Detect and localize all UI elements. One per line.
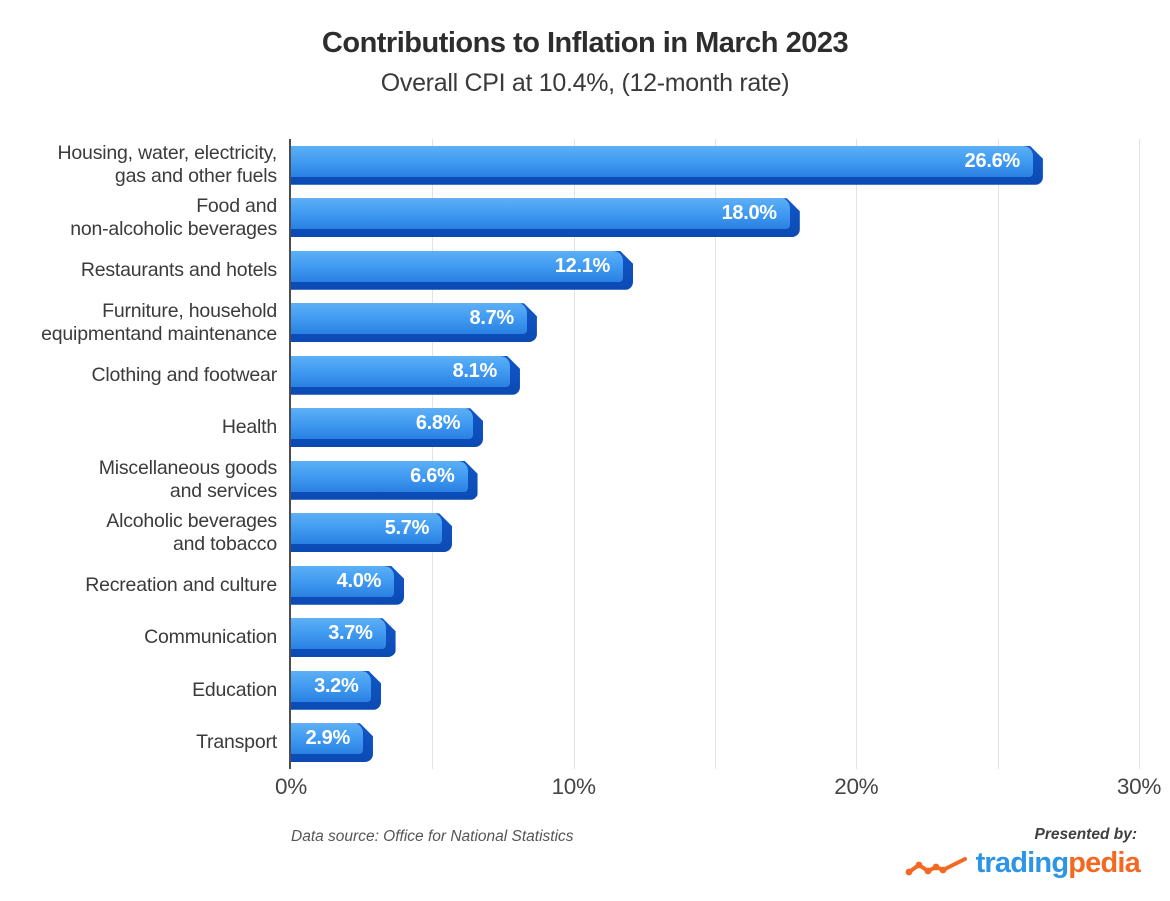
bar-value-label: 3.2% bbox=[314, 674, 359, 697]
bar: 6.8% bbox=[291, 408, 483, 447]
category-label: Housing, water, electricity, gas and oth… bbox=[57, 142, 278, 188]
bar-track: 2.9% bbox=[291, 723, 1139, 762]
bar-face: 3.2% bbox=[291, 671, 371, 702]
bar-track: 5.7% bbox=[291, 513, 1139, 552]
bar: 8.1% bbox=[291, 356, 520, 395]
chart-row: Alcoholic beverages and tobacco 5.7% bbox=[0, 507, 1139, 560]
bar-track: 6.8% bbox=[291, 408, 1139, 447]
chart-row: Health 6.8% bbox=[0, 402, 1139, 455]
category-label: Communication bbox=[144, 626, 277, 649]
presented-by-label: Presented by: bbox=[1034, 826, 1137, 843]
bar: 3.2% bbox=[291, 671, 381, 710]
bar-value-label: 6.8% bbox=[415, 412, 461, 435]
category-label: Transport bbox=[196, 731, 277, 754]
bar-track: 18.0% bbox=[291, 198, 1139, 237]
logo-text-trading: trading bbox=[975, 846, 1069, 879]
bar-face: 18.0% bbox=[291, 198, 790, 229]
bar-face: 4.0% bbox=[291, 566, 394, 597]
category-label: Education bbox=[192, 678, 277, 701]
plot-grid bbox=[289, 139, 1140, 769]
bar-track: 4.0% bbox=[291, 566, 1139, 605]
x-tick-label: 30% bbox=[1116, 774, 1162, 799]
chart-row: Clothing and footwear 8.1% bbox=[0, 349, 1139, 402]
chart-row: Housing, water, electricity, gas and oth… bbox=[0, 139, 1139, 192]
bar-track: 6.6% bbox=[291, 461, 1139, 500]
bar-track: 12.1% bbox=[291, 251, 1139, 290]
chart-title: Contributions to Inflation in March 2023 bbox=[321, 27, 849, 59]
tradingpedia-logo: tradingpedia bbox=[905, 845, 1141, 881]
bar-value-label: 12.1% bbox=[554, 254, 611, 277]
bar: 2.9% bbox=[291, 723, 373, 762]
bar: 4.0% bbox=[291, 566, 404, 605]
bar-track: 8.7% bbox=[291, 303, 1139, 342]
data-source-note: Data source: Office for National Statist… bbox=[291, 828, 574, 845]
bar-value-label: 5.7% bbox=[384, 517, 430, 540]
bar: 5.7% bbox=[291, 513, 452, 552]
category-label: Health bbox=[221, 416, 277, 439]
chart-subtitle: Overall CPI at 10.4%, (12-month rate) bbox=[380, 69, 790, 97]
bar: 8.7% bbox=[291, 303, 537, 342]
bar-face: 26.6% bbox=[291, 146, 1033, 177]
bar-face: 8.1% bbox=[291, 356, 510, 387]
y-axis-line bbox=[289, 139, 291, 769]
category-label: Miscellaneous goods and services bbox=[98, 457, 278, 503]
gridline-20pct bbox=[856, 139, 858, 769]
gridline-10pct bbox=[573, 139, 575, 769]
bar-value-label: 18.0% bbox=[721, 202, 777, 225]
bar-value-label: 8.7% bbox=[469, 307, 514, 330]
bar-track: 3.7% bbox=[291, 618, 1139, 657]
bar-face: 6.6% bbox=[291, 461, 468, 492]
chart-row: Transport 2.9% bbox=[0, 717, 1139, 770]
logo-wordmark: tradingpedia bbox=[975, 846, 1141, 880]
chart-row: Recreation and culture 4.0% bbox=[0, 559, 1139, 612]
bar-value-label: 26.6% bbox=[964, 149, 1020, 172]
x-tick-label: 0% bbox=[275, 774, 307, 799]
category-label: Food and non-alcoholic beverages bbox=[70, 194, 277, 240]
bar-face: 6.8% bbox=[291, 408, 473, 439]
chart-row: Food and non-alcoholic beverages 18.0% bbox=[0, 192, 1139, 245]
gridline-30pct bbox=[1139, 139, 1140, 769]
category-label: Restaurants and hotels bbox=[80, 258, 277, 281]
chart-row: Furniture, household equipmentand mainte… bbox=[0, 297, 1139, 350]
bar-face: 2.9% bbox=[291, 723, 363, 754]
gridline-25pct bbox=[997, 139, 999, 769]
chart-row: Communication 3.7% bbox=[0, 612, 1139, 665]
line-chart-squiggle-icon bbox=[905, 857, 967, 876]
bar-value-label: 3.7% bbox=[328, 622, 373, 645]
bar-face: 5.7% bbox=[291, 513, 442, 544]
bar: 6.6% bbox=[291, 461, 478, 500]
gridline-5pct bbox=[432, 139, 434, 769]
x-axis: 0% 10% 20% 30% bbox=[275, 774, 1161, 804]
bar: 26.6% bbox=[291, 146, 1043, 185]
bar: 12.1% bbox=[291, 251, 633, 290]
bar: 18.0% bbox=[291, 198, 800, 237]
bar-track: 3.2% bbox=[291, 671, 1139, 710]
logo-text-pedia: pedia bbox=[1068, 846, 1141, 879]
bar-track: 8.1% bbox=[291, 356, 1139, 395]
bar-value-label: 8.1% bbox=[452, 359, 497, 382]
chart-header: Contributions to Inflation in March 2023… bbox=[0, 27, 1170, 98]
bar-value-label: 4.0% bbox=[336, 569, 382, 592]
chart-row: Miscellaneous goods and services 6.6% bbox=[0, 454, 1139, 507]
x-tick-label: 10% bbox=[551, 774, 596, 799]
bar-value-label: 2.9% bbox=[305, 727, 350, 750]
bar-face: 12.1% bbox=[291, 251, 623, 282]
chart-row: Restaurants and hotels 12.1% bbox=[0, 244, 1139, 297]
bar-rows: Housing, water, electricity, gas and oth… bbox=[0, 139, 1139, 769]
gridline-15pct bbox=[715, 139, 716, 769]
category-label: Recreation and culture bbox=[85, 573, 277, 596]
bar: 3.7% bbox=[291, 618, 396, 657]
chart-row: Education 3.2% bbox=[0, 664, 1139, 717]
bar-value-label: 6.6% bbox=[410, 464, 455, 487]
bar-chart: Housing, water, electricity, gas and oth… bbox=[0, 139, 1140, 769]
x-tick-label: 20% bbox=[834, 774, 879, 799]
bar-face: 8.7% bbox=[291, 303, 527, 334]
category-label: Alcoholic beverages and tobacco bbox=[106, 509, 277, 555]
category-label: Clothing and footwear bbox=[91, 363, 277, 386]
category-label: Furniture, household equipmentand mainte… bbox=[41, 299, 277, 345]
bar-track: 26.6% bbox=[291, 146, 1139, 185]
bar-face: 3.7% bbox=[291, 618, 386, 649]
